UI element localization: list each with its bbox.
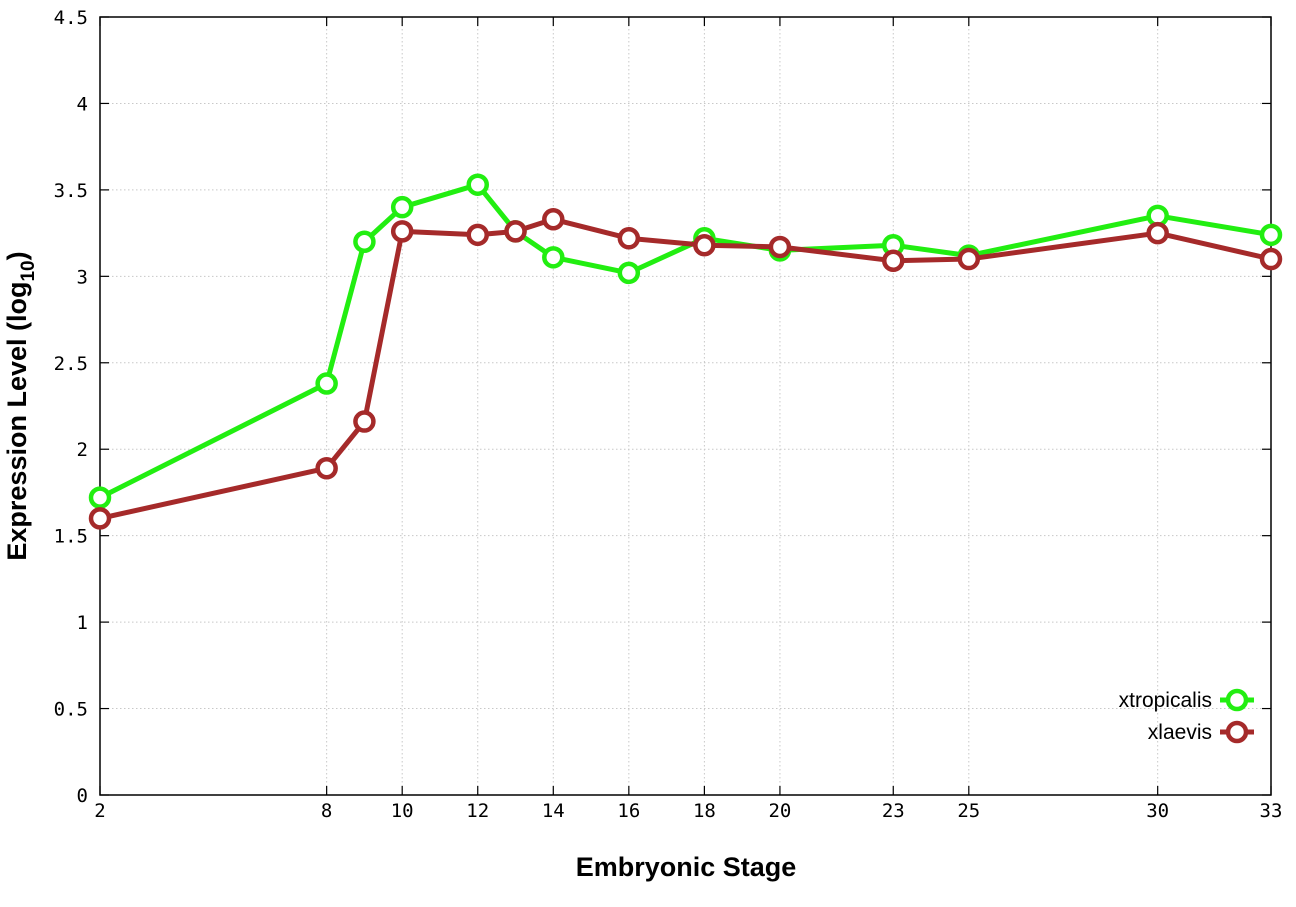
data-point-xtropicalis [466, 173, 489, 196]
y-tick-label: 2 [77, 439, 88, 461]
data-point-xlaevis [504, 220, 527, 243]
x-tick-label: 23 [882, 800, 905, 822]
y-tick-label: 4 [77, 93, 88, 115]
y-tick-label: 0.5 [54, 699, 88, 721]
data-point-xlaevis [315, 456, 338, 480]
x-tick-label: 8 [321, 800, 332, 822]
legend-label-xlaevis: xlaevis [1148, 721, 1212, 744]
data-point-xlaevis [542, 208, 565, 231]
y-axis-title-main: Expression Level (log [2, 282, 32, 561]
data-point-xlaevis [768, 235, 792, 259]
data-point-xlaevis [1259, 247, 1283, 271]
series-xtropicalis [88, 173, 1283, 509]
x-tick-label: 16 [617, 800, 640, 822]
data-point-xlaevis [466, 223, 489, 247]
axis-ticks: 0 0.5 1 1.5 2 2.5 3 3.5 4 4.5 2 8 10 12 14 16 18 20 23 25 30… [54, 7, 1283, 822]
x-axis-title: Embryonic Stage [576, 852, 797, 882]
y-tick-label: 3.5 [54, 180, 88, 202]
y-axis-title-close: ) [2, 251, 32, 260]
series-lines [88, 173, 1283, 530]
legend-marker-xlaevis [1225, 720, 1249, 744]
y-axis-title: Expression Level (log10) [2, 251, 39, 560]
legend-label-xtropicalis: xtropicalis [1119, 689, 1212, 712]
legend: xtropicalis xlaevis [1119, 688, 1254, 744]
y-axis-title-subscript: 10 [18, 260, 39, 281]
y-tick-label: 2.5 [54, 353, 88, 375]
x-tick-label: 20 [768, 800, 791, 822]
data-point-xlaevis [957, 247, 981, 271]
x-tick-label: 10 [391, 800, 414, 822]
data-point-xlaevis [882, 249, 905, 273]
y-tick-label: 0 [77, 785, 88, 807]
x-tick-label: 18 [693, 800, 716, 822]
data-point-xtropicalis [617, 261, 641, 285]
series-line-xtropicalis [97, 182, 1274, 501]
data-point-xlaevis [1146, 221, 1169, 245]
data-point-xtropicalis [88, 486, 112, 509]
data-point-xtropicalis [353, 230, 376, 254]
x-tick-label: 14 [542, 800, 565, 822]
data-point-xtropicalis [542, 246, 565, 269]
data-point-xlaevis [693, 233, 716, 257]
y-tick-label: 1 [77, 612, 88, 634]
y-tick-label: 4.5 [54, 7, 88, 29]
plot-frame [99, 16, 1272, 796]
x-tick-label: 25 [957, 800, 980, 822]
data-point-xlaevis [390, 220, 414, 243]
x-tick-label: 12 [466, 800, 489, 822]
series-xlaevis [88, 208, 1283, 530]
data-point-xtropicalis [315, 372, 338, 395]
y-tick-label: 1.5 [54, 526, 88, 548]
legend-marker-xtropicalis [1225, 688, 1249, 712]
data-point-xlaevis [353, 410, 376, 433]
y-tick-label: 3 [77, 266, 88, 288]
data-point-xlaevis [88, 507, 112, 530]
data-point-xlaevis [617, 227, 641, 250]
x-tick-label: 2 [94, 800, 105, 822]
series-line-xlaevis [97, 216, 1274, 521]
data-point-xtropicalis [390, 195, 414, 219]
x-tick-label: 30 [1146, 800, 1169, 822]
x-tick-label: 33 [1260, 800, 1283, 822]
data-point-xtropicalis [1259, 223, 1283, 247]
grid-lines [100, 17, 1271, 795]
